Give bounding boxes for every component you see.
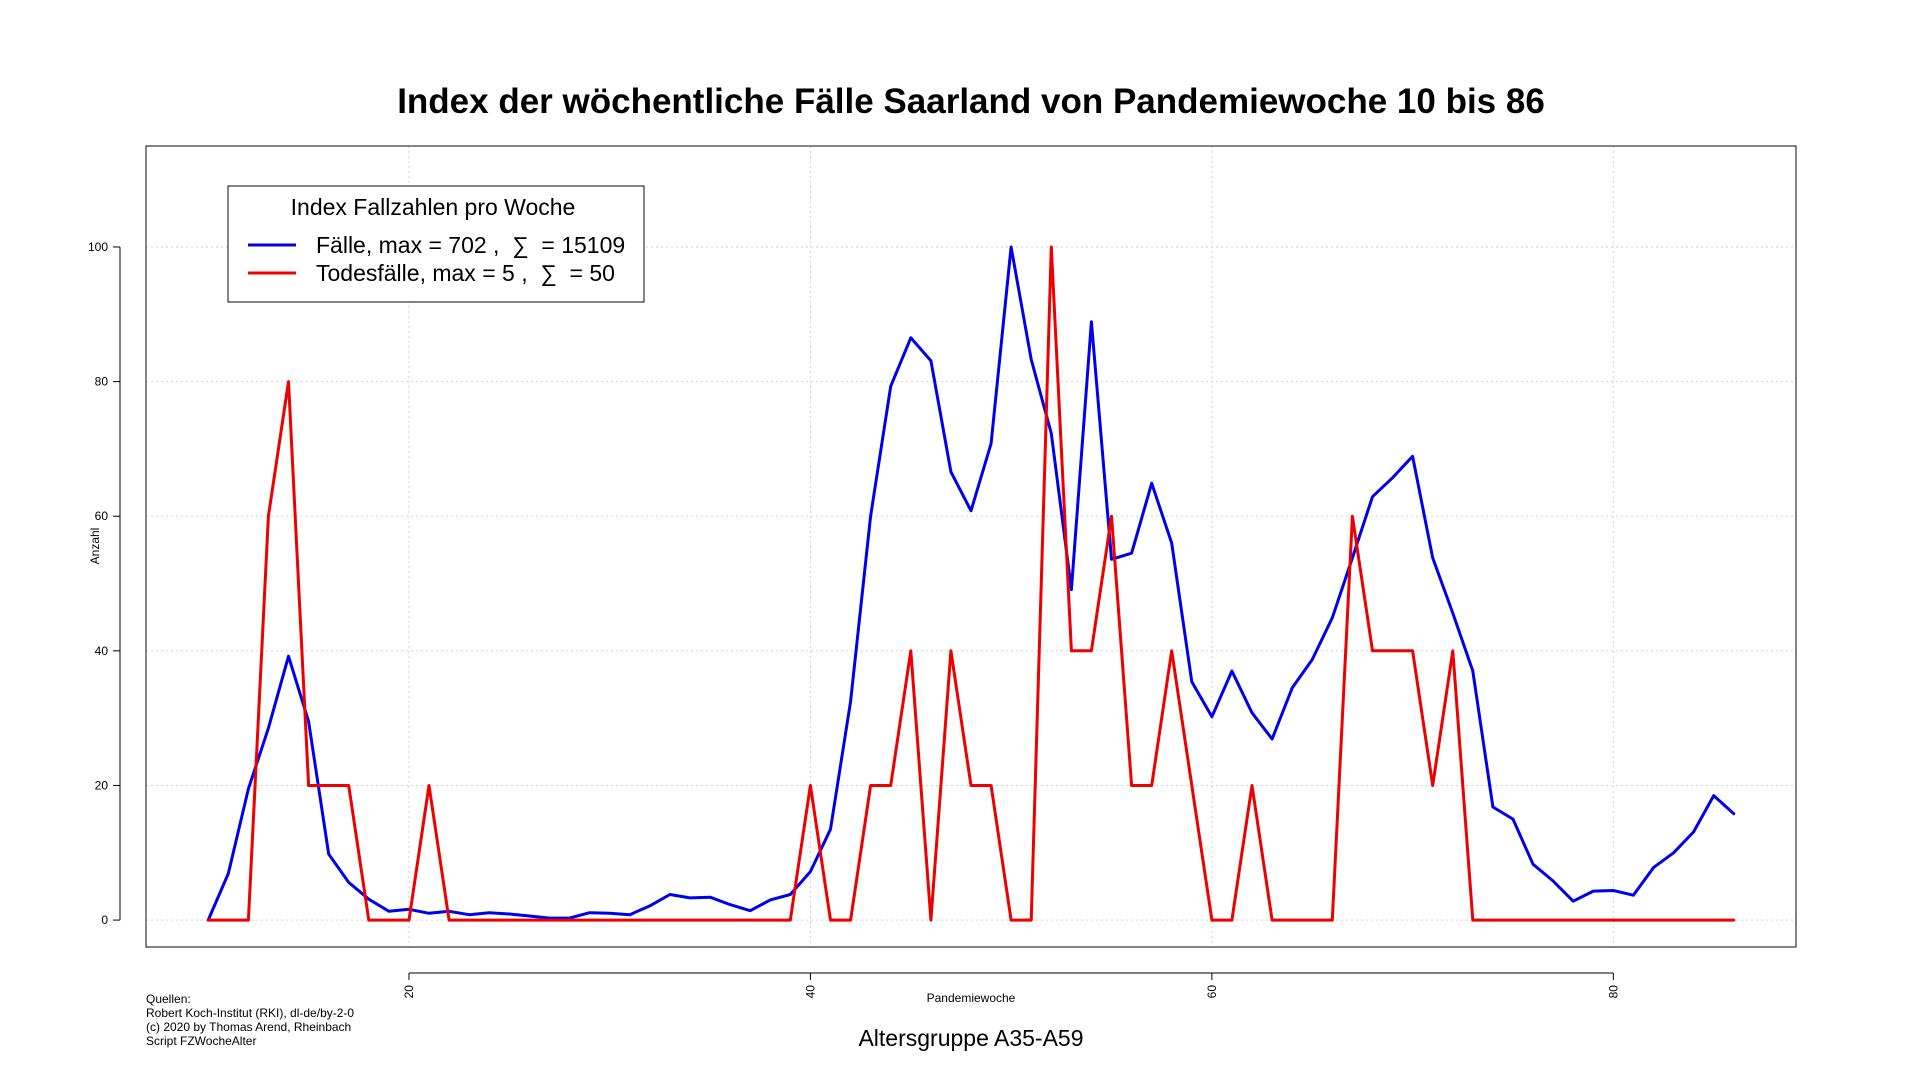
x-tick-label: 20 bbox=[402, 985, 416, 999]
source-notes: Quellen: Robert Koch-Institut (RKI), dl-… bbox=[146, 992, 354, 1048]
x-axis-label: Pandemiewoche bbox=[927, 991, 1016, 1005]
x-tick-label: 60 bbox=[1205, 985, 1219, 999]
y-axis: 0 20 40 60 80 100 bbox=[88, 240, 121, 927]
legend-box bbox=[227, 185, 645, 303]
legend: Index Fallzahlen pro Woche Fälle, max = … bbox=[227, 185, 645, 303]
y-tick-label: 40 bbox=[95, 644, 109, 658]
y-axis-label: Anzahl bbox=[88, 528, 102, 565]
y-tick-label: 60 bbox=[95, 509, 109, 523]
legend-label-faelle: Fälle, max = 702 , ∑ = 15109 bbox=[316, 232, 625, 258]
source-line: Robert Koch-Institut (RKI), dl-de/by-2-0 bbox=[146, 1006, 354, 1020]
series-line-0 bbox=[206, 245, 1736, 922]
legend-title: Index Fallzahlen pro Woche bbox=[291, 194, 576, 220]
y-tick-label: 20 bbox=[95, 778, 109, 792]
x-axis: 20 40 60 80 bbox=[402, 972, 1620, 999]
chart-title: Index der wöchentliche Fälle Saarland vo… bbox=[397, 82, 1545, 121]
source-line: Script FZWocheAlter bbox=[146, 1034, 256, 1048]
x-tick-label: 80 bbox=[1606, 985, 1620, 999]
legend-label-todesfaelle: Todesfälle, max = 5 , ∑ = 50 bbox=[316, 260, 615, 286]
chart-subtitle: Altersgruppe A35-A59 bbox=[858, 1025, 1083, 1051]
plot-frame bbox=[145, 145, 1797, 948]
source-line: (c) 2020 by Thomas Arend, Rheinbach bbox=[146, 1020, 351, 1034]
source-title: Quellen: bbox=[146, 992, 191, 1006]
y-tick-label: 0 bbox=[101, 913, 108, 927]
y-tick-label: 80 bbox=[95, 375, 109, 389]
x-tick-label: 40 bbox=[803, 985, 817, 999]
series-line-1 bbox=[206, 245, 1736, 922]
series-lines bbox=[206, 245, 1736, 922]
y-tick-label: 100 bbox=[88, 240, 108, 254]
